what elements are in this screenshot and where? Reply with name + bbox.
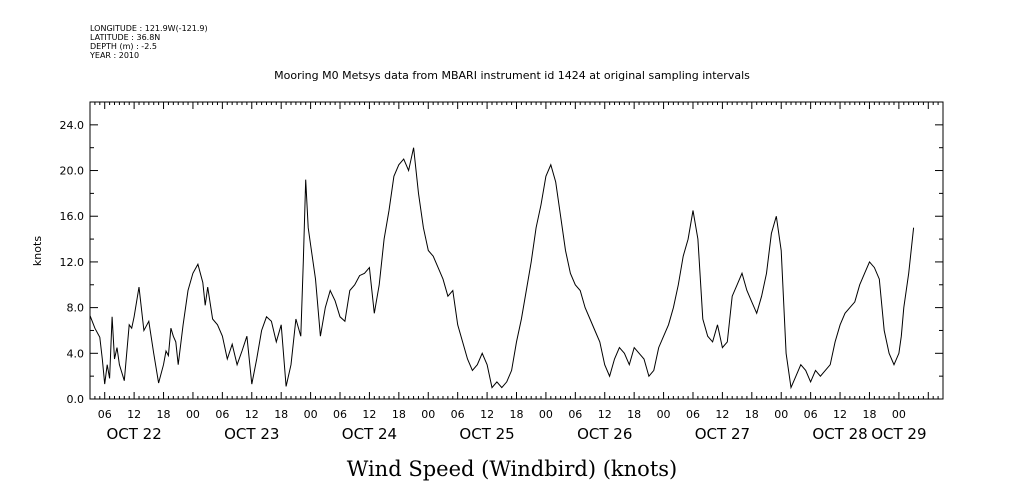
x-hour-tick-label: 18 (157, 408, 171, 421)
x-hour-tick-label: 00 (304, 408, 318, 421)
x-hour-tick-label: 18 (627, 408, 641, 421)
plot-frame (89, 101, 944, 400)
x-day-label: OCT 29 (871, 425, 926, 443)
x-day-label: OCT 22 (106, 425, 161, 443)
x-hour-tick-label: 06 (568, 408, 582, 421)
y-axis-ticks: 0.0 4.0 8.0 12.0 16.0 20.0 24.0 (60, 119, 943, 406)
x-hour-tick-label: 06 (215, 408, 229, 421)
x-hour-tick-label: 12 (127, 408, 141, 421)
x-hour-tick-label: 06 (333, 408, 347, 421)
x-hour-tick-label: 00 (539, 408, 553, 421)
x-hour-tick-label: 06 (451, 408, 465, 421)
y-tick-label: 0.0 (67, 393, 85, 406)
x-axis-day-labels: OCT 22 OCT 23 OCT 24 OCT 25 OCT 26 OCT 27 OCT … (106, 425, 926, 443)
y-tick-label: 20.0 (60, 165, 85, 178)
y-axis-title: knots (31, 236, 44, 266)
y-tick-label: 24.0 (60, 119, 85, 132)
wind-speed-series-line (89, 147, 915, 390)
x-axis-title: Wind Speed (Windbird) (knots) (347, 457, 677, 481)
x-hour-tick-label: 00 (421, 408, 435, 421)
x-hour-tick-label: 12 (480, 408, 494, 421)
x-hour-tick-label: 12 (715, 408, 729, 421)
y-tick-label: 12.0 (60, 256, 85, 269)
latitude-label: LATITUDE : 36.8N (90, 33, 160, 42)
x-hour-tick-label: 00 (892, 408, 906, 421)
x-hour-tick-label: 18 (745, 408, 759, 421)
year-label: YEAR : 2010 (89, 51, 139, 60)
x-hour-tick-label: 18 (510, 408, 524, 421)
x-hour-tick-label: 12 (362, 408, 376, 421)
x-hour-tick-label: 12 (245, 408, 259, 421)
x-hour-tick-label: 18 (274, 408, 288, 421)
x-hour-tick-label: 06 (804, 408, 818, 421)
x-hour-tick-label: 12 (598, 408, 612, 421)
x-hour-tick-label: 00 (774, 408, 788, 421)
longitude-label: LONGITUDE : 121.9W(-121.9) (90, 24, 208, 33)
y-tick-label: 8.0 (67, 302, 85, 315)
x-day-label: OCT 26 (577, 425, 632, 443)
x-hour-tick-label: 00 (657, 408, 671, 421)
x-hour-tick-label: 06 (686, 408, 700, 421)
x-hour-tick-label: 18 (862, 408, 876, 421)
x-hour-tick-label: 00 (186, 408, 200, 421)
x-axis-ticks: 06 12 18 00 06 12 18 00 06 12 18 00 06 12 18 00 06 12 18 00… (89, 102, 944, 421)
x-day-label: OCT 28 (812, 425, 867, 443)
x-day-label: OCT 24 (342, 425, 397, 443)
x-hour-tick-label: 06 (98, 408, 112, 421)
x-day-label: OCT 23 (224, 425, 279, 443)
y-tick-label: 4.0 (67, 347, 85, 360)
x-hour-tick-label: 12 (833, 408, 847, 421)
x-day-label: OCT 25 (459, 425, 514, 443)
x-day-label: OCT 27 (695, 425, 750, 443)
depth-label: DEPTH (m) : -2.5 (90, 42, 157, 51)
y-tick-label: 16.0 (60, 210, 85, 223)
x-hour-tick-label: 18 (392, 408, 406, 421)
chart-title: Mooring M0 Metsys data from MBARI instru… (274, 69, 750, 82)
